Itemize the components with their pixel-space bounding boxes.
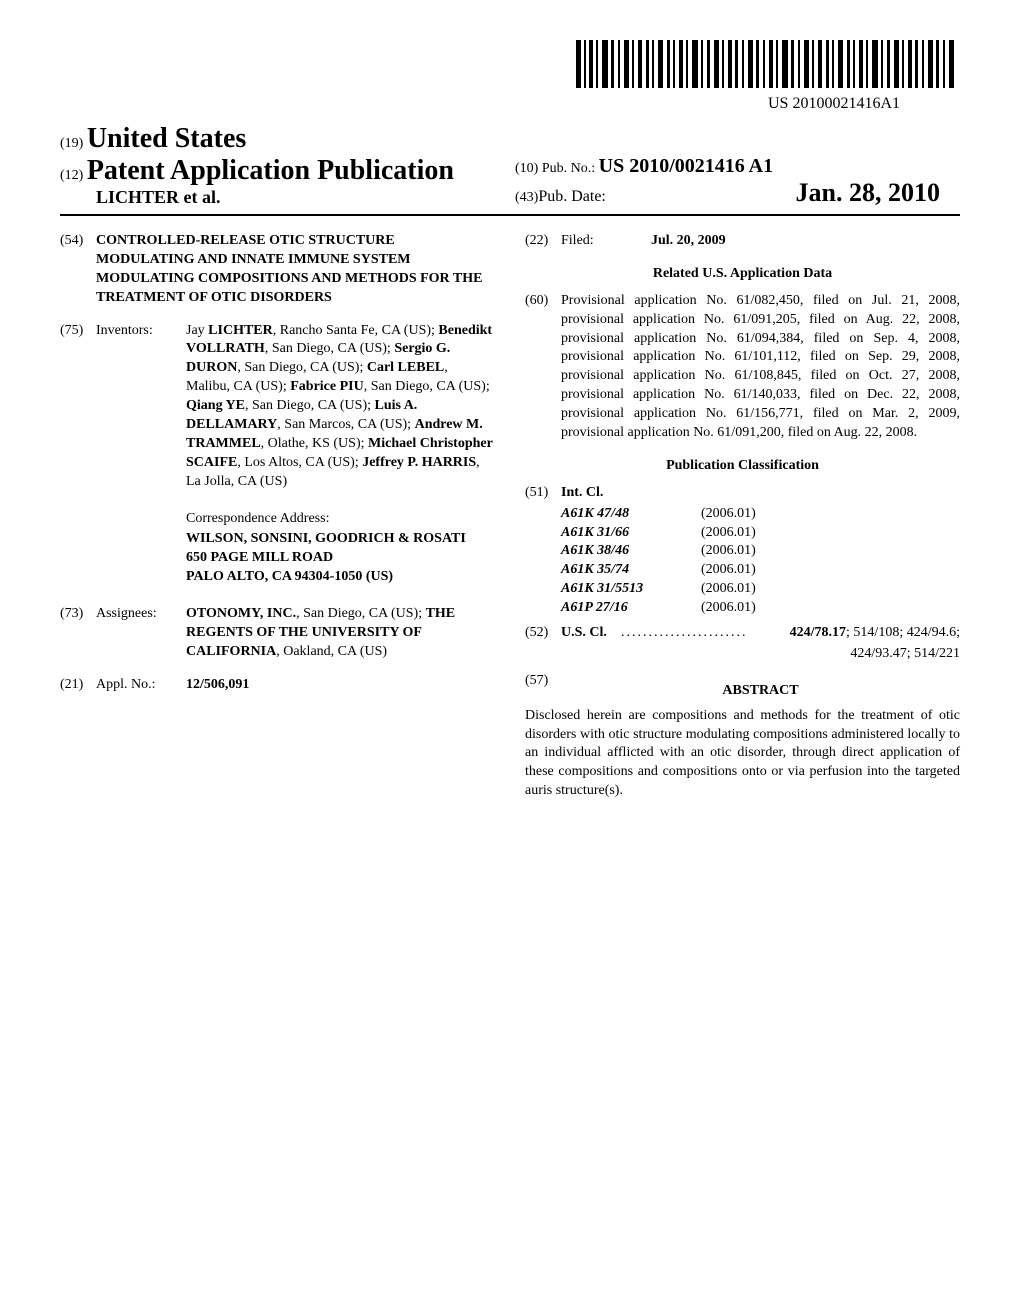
- uscl-first: 424/78.17: [790, 625, 846, 640]
- uscl-inid: (52): [525, 624, 561, 643]
- title-row: (54) CONTROLLED-RELEASE OTIC STRUCTURE M…: [60, 232, 495, 308]
- intcl-entry: A61K 31/66(2006.01): [561, 524, 960, 543]
- assignees-list: OTONOMY, INC., San Diego, CA (US); THE R…: [186, 605, 495, 662]
- inventors-inid: (75): [60, 322, 96, 492]
- intcl-date: (2006.01): [701, 561, 960, 580]
- intcl-entry: A61K 35/74(2006.01): [561, 561, 960, 580]
- intcl-row: (51) Int. Cl.: [525, 484, 960, 503]
- applicant-name: LICHTER et al.: [60, 187, 505, 208]
- pub-no: US 2010/0021416 A1: [599, 155, 773, 177]
- related-row: (60) Provisional application No. 61/082,…: [525, 292, 960, 443]
- pubdate-inid: (43): [515, 190, 538, 206]
- intcl-entry: A61K 47/48(2006.01): [561, 505, 960, 524]
- intcl-entry: A61P 27/16(2006.01): [561, 599, 960, 618]
- intcl-date: (2006.01): [701, 580, 960, 599]
- country-name: United States: [87, 123, 246, 154]
- filed-row: (22) Filed: Jul. 20, 2009: [525, 232, 960, 251]
- right-column: (22) Filed: Jul. 20, 2009 Related U.S. A…: [525, 232, 960, 801]
- applno-label: Appl. No.:: [96, 676, 186, 695]
- invention-title: CONTROLLED-RELEASE OTIC STRUCTURE MODULA…: [96, 232, 495, 308]
- pubclass-header: Publication Classification: [525, 457, 960, 476]
- pubno-label: Pub. No.:: [542, 161, 595, 176]
- related-header: Related U.S. Application Data: [525, 265, 960, 284]
- applno-inid: (21): [60, 676, 96, 695]
- abstract-inid: (57): [525, 672, 561, 707]
- intcl-label: Int. Cl.: [561, 484, 960, 503]
- intcl-entry: A61K 31/5513(2006.01): [561, 580, 960, 599]
- intcl-code: A61K 31/5513: [561, 580, 701, 599]
- uscl-values-line1: 424/78.17; 514/108; 424/94.6;: [790, 624, 960, 643]
- inventors-row: (75) Inventors: Jay LICHTER, Rancho Sant…: [60, 322, 495, 492]
- intcl-table: A61K 47/48(2006.01) A61K 31/66(2006.01) …: [561, 505, 960, 618]
- intcl-code: A61K 35/74: [561, 561, 701, 580]
- related-text: Provisional application No. 61/082,450, …: [561, 292, 960, 443]
- uscl-rest-partial: ; 514/108; 424/94.6;: [846, 625, 960, 640]
- pubno-inid: (10): [515, 161, 538, 176]
- country-inid: (19): [60, 136, 83, 151]
- abstract-header-row: (57) ABSTRACT: [525, 672, 960, 707]
- filed-inid: (22): [525, 232, 561, 251]
- assignees-inid: (73): [60, 605, 96, 662]
- correspondence-line-2: 650 PAGE MILL ROAD: [186, 549, 495, 568]
- pub-type: Patent Application Publication: [87, 155, 454, 186]
- related-inid: (60): [525, 292, 561, 443]
- pub-date: Jan. 28, 2010: [796, 178, 960, 208]
- barcode-image: [576, 40, 956, 88]
- correspondence-label: Correspondence Address:: [186, 510, 495, 529]
- intcl-code: A61P 27/16: [561, 599, 701, 618]
- filed-value: Jul. 20, 2009: [651, 232, 960, 251]
- barcode-section: US 20100021416A1: [60, 40, 960, 113]
- barcode-number: US 20100021416A1: [60, 95, 900, 113]
- inventors-label: Inventors:: [96, 322, 186, 492]
- filed-label: Filed:: [561, 232, 651, 251]
- inventors-list: Jay LICHTER, Rancho Santa Fe, CA (US); B…: [186, 322, 495, 492]
- intcl-code: A61K 47/48: [561, 505, 701, 524]
- intcl-code: A61K 31/66: [561, 524, 701, 543]
- correspondence-block: Correspondence Address: WILSON, SONSINI,…: [186, 510, 495, 588]
- uscl-values-line2: 424/93.47; 514/221: [525, 645, 960, 664]
- intcl-date: (2006.01): [701, 599, 960, 618]
- intcl-entry: A61K 38/46(2006.01): [561, 542, 960, 561]
- intcl-date: (2006.01): [701, 505, 960, 524]
- left-column: (54) CONTROLLED-RELEASE OTIC STRUCTURE M…: [60, 232, 495, 801]
- intcl-date: (2006.01): [701, 542, 960, 561]
- assignees-label: Assignees:: [96, 605, 186, 662]
- header-row: (19) United States (12) Patent Applicati…: [60, 123, 960, 216]
- uscl-dots: .......................: [621, 624, 790, 643]
- correspondence-line-1: WILSON, SONSINI, GOODRICH & ROSATI: [186, 530, 495, 549]
- uscl-label: U.S. Cl.: [561, 624, 621, 643]
- intcl-date: (2006.01): [701, 524, 960, 543]
- pubtype-inid: (12): [60, 168, 83, 183]
- uscl-row: (52) U.S. Cl. ....................... 42…: [525, 624, 960, 643]
- pubdate-label: Pub. Date:: [538, 188, 606, 206]
- abstract-header: ABSTRACT: [561, 682, 960, 701]
- applno-row: (21) Appl. No.: 12/506,091: [60, 676, 495, 695]
- assignees-row: (73) Assignees: OTONOMY, INC., San Diego…: [60, 605, 495, 662]
- title-inid: (54): [60, 232, 96, 308]
- abstract-text: Disclosed herein are compositions and me…: [525, 707, 960, 801]
- intcl-inid: (51): [525, 484, 561, 503]
- applno-value: 12/506,091: [186, 676, 495, 695]
- correspondence-line-3: PALO ALTO, CA 94304-1050 (US): [186, 568, 495, 587]
- intcl-code: A61K 38/46: [561, 542, 701, 561]
